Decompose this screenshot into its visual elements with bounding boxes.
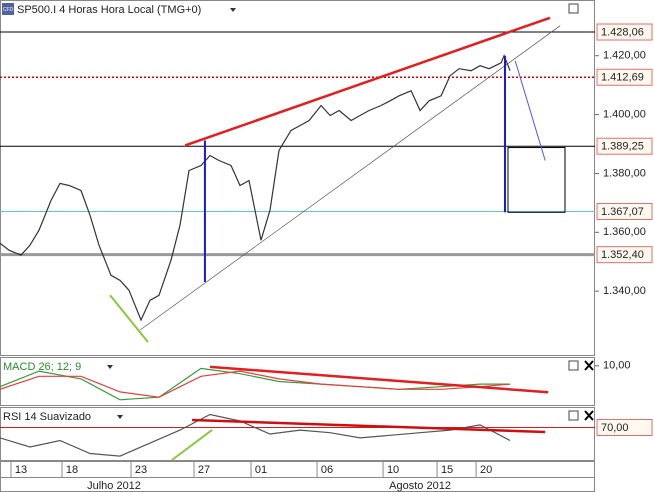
x-tick-label: 18	[66, 464, 78, 476]
x-axis-frame	[0, 461, 595, 492]
panel-maximize[interactable]	[568, 410, 579, 421]
trendline	[191, 418, 546, 434]
price-line	[0, 370, 511, 398]
x-tick-label: 20	[480, 464, 492, 476]
level-label-box	[596, 246, 653, 264]
level-label: 70,00	[601, 422, 629, 434]
level-label: 1.352,40	[601, 249, 644, 261]
trendline	[171, 429, 213, 461]
instrument-icon	[2, 3, 14, 15]
projection-box	[507, 147, 566, 213]
panel-close[interactable]	[584, 410, 594, 421]
x-tick-label: 15	[441, 464, 453, 476]
rsi-dropdown[interactable]	[117, 415, 123, 419]
macd-dropdown[interactable]	[107, 365, 113, 369]
level-label-box	[596, 419, 653, 436]
price-line	[0, 54, 511, 322]
trendline	[184, 16, 551, 147]
level-label-box	[596, 23, 653, 41]
level-label-box	[596, 68, 653, 86]
x-tick-label: 06	[321, 464, 333, 476]
panel-maximize[interactable]	[568, 360, 579, 371]
x-tick-label: 10	[387, 464, 399, 476]
panel-maximize[interactable]	[568, 3, 579, 14]
level-label: 1.367,07	[601, 206, 644, 218]
x-tick-label: 01	[255, 464, 267, 476]
level-label-box	[596, 202, 653, 220]
title-dropdown[interactable]	[230, 8, 236, 12]
y-tick-label: 1.420,00	[603, 50, 646, 62]
x-tick-label: 23	[135, 464, 147, 476]
y-tick-label: 1.340,00	[603, 285, 646, 297]
rsi-title: RSI 14 Suavizado	[3, 411, 91, 423]
trendline	[514, 60, 546, 161]
price-line	[0, 413, 511, 457]
month-label: Julho 2012	[87, 480, 141, 492]
main-panel-frame	[0, 0, 595, 356]
x-tick-label: 27	[198, 464, 210, 476]
macd-title: MACD 26; 12; 9	[3, 361, 81, 373]
chart-title[interactable]: SP500.I 4 Horas Hora Local (TMG+0)	[17, 4, 201, 16]
y-tick-label: 1.400,00	[603, 108, 646, 120]
macd-panel-frame	[0, 357, 595, 406]
trendline	[109, 294, 149, 343]
y-tick-label: 10,00	[603, 360, 631, 372]
panel-close[interactable]	[584, 360, 594, 371]
level-label: 1.389,25	[601, 141, 644, 153]
level-label: 1.412,69	[601, 72, 644, 84]
level-label: 1.428,06	[601, 26, 644, 38]
trendline	[139, 25, 561, 331]
month-label: Agosto 2012	[389, 480, 451, 492]
x-tick-label: 13	[15, 464, 27, 476]
trendline	[209, 365, 549, 394]
icon-text: CFD	[3, 7, 14, 13]
y-tick-label: 1.380,00	[603, 167, 646, 179]
level-label-box	[596, 137, 653, 155]
y-tick-label: 1.360,00	[603, 226, 646, 238]
price-line	[0, 367, 511, 401]
rsi-panel-frame	[0, 407, 595, 461]
